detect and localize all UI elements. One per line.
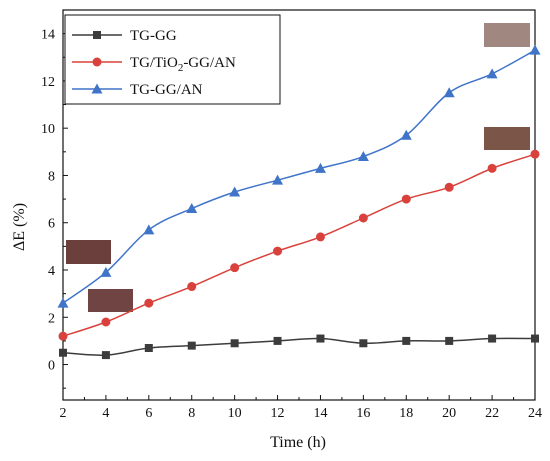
data-point (272, 174, 284, 185)
series-line (62, 337, 536, 356)
x-tick-label: 10 (228, 406, 242, 421)
data-point (316, 334, 325, 343)
data-point (273, 336, 282, 345)
data-point (230, 263, 240, 273)
y-tick-label: 14 (41, 28, 55, 43)
data-point (58, 331, 68, 341)
data-point (401, 194, 411, 204)
legend-item: TG/TiO2-GG/AN (72, 55, 236, 74)
legend-label: TG/TiO2-GG/AN (130, 55, 236, 74)
y-tick-label: 8 (48, 169, 55, 184)
data-point (314, 162, 326, 173)
data-point (529, 44, 541, 55)
y-tick-label: 10 (41, 122, 55, 137)
series-line (62, 153, 536, 337)
x-axis: 2 4 6 8 10 12 14 16 18 20 22 24 (60, 395, 542, 421)
legend-item: TG-GG (72, 28, 177, 44)
y-tick-label: 6 (48, 217, 55, 232)
data-point (444, 182, 454, 192)
data-point (400, 129, 412, 140)
legend-marker (91, 83, 103, 94)
series-triangle (57, 44, 541, 308)
data-point (445, 336, 454, 345)
data-point (57, 297, 69, 308)
y-tick-label: 0 (48, 359, 55, 374)
data-point (229, 186, 241, 197)
x-tick-label: 18 (399, 406, 413, 421)
legend-label: TG-GG/AN (130, 82, 203, 98)
data-point (357, 151, 369, 162)
data-point (530, 149, 540, 159)
data-point (358, 213, 368, 223)
data-point (101, 317, 111, 327)
legend-marker (92, 57, 102, 67)
series-layer (57, 44, 541, 360)
x-tick-label: 22 (485, 406, 499, 421)
inset-swatches (66, 23, 530, 312)
y-axis: 0 2 4 6 8 10 12 14 (41, 9, 68, 389)
data-point (100, 266, 112, 277)
data-point (488, 334, 497, 343)
x-tick-label: 8 (188, 406, 195, 421)
data-point (144, 298, 154, 308)
x-tick-label: 12 (271, 406, 285, 421)
data-point (531, 334, 539, 343)
data-point (486, 68, 498, 79)
data-point (487, 163, 497, 173)
x-tick-label: 6 (145, 406, 152, 421)
x-tick-label: 24 (528, 406, 542, 421)
legend-item: TG-GG/AN (72, 82, 203, 98)
series-circle (58, 149, 540, 341)
data-point (359, 339, 368, 348)
data-point (59, 348, 67, 357)
legend-marker (93, 31, 101, 39)
data-point (273, 246, 283, 256)
series-square (59, 334, 539, 360)
data-point (443, 87, 455, 98)
x-tick-label: 4 (102, 406, 109, 421)
legend-label: TG-GG (130, 28, 177, 44)
sample-photo-swatch (88, 289, 133, 312)
sample-photo-swatch (66, 240, 111, 264)
x-tick-label: 20 (442, 406, 456, 421)
x-tick-label: 14 (313, 406, 327, 421)
x-tick-label: 16 (356, 406, 370, 421)
data-point (186, 203, 198, 214)
sample-photo-swatch (484, 127, 530, 150)
y-tick-label: 4 (48, 264, 55, 279)
data-point (101, 351, 110, 360)
y-tick-label: 12 (41, 75, 55, 90)
data-point (230, 339, 239, 348)
data-point (187, 341, 196, 350)
legend: TG-GG TG/TiO2-GG/AN TG-GG/AN (64, 14, 281, 105)
data-point (143, 224, 155, 235)
x-axis-label: Time (h) (270, 434, 326, 451)
y-axis-label: ΔE (%) (11, 203, 28, 251)
data-point (187, 282, 197, 292)
x-tick-label: 2 (60, 406, 67, 421)
data-point (402, 336, 411, 345)
data-point (144, 344, 153, 352)
data-point (315, 232, 325, 242)
sample-photo-swatch (484, 23, 530, 47)
y-tick-label: 2 (48, 311, 55, 326)
